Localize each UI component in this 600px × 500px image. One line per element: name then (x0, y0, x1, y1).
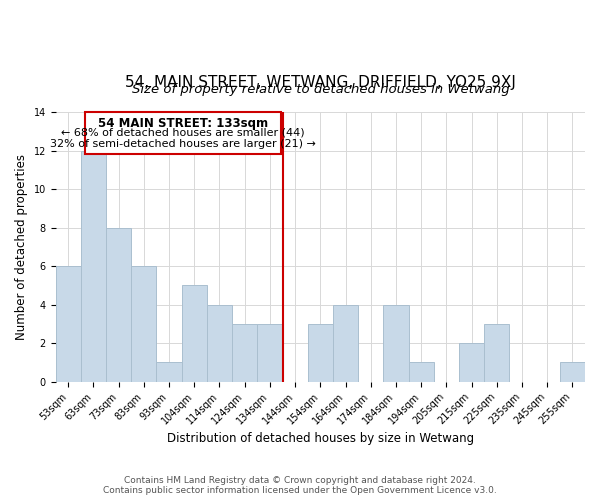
FancyBboxPatch shape (85, 112, 281, 154)
Bar (383, 304, 409, 382)
Text: ← 68% of detached houses are smaller (44): ← 68% of detached houses are smaller (44… (61, 128, 305, 138)
Bar (81, 150, 106, 382)
Bar (182, 286, 207, 382)
Text: 32% of semi-detached houses are larger (21) →: 32% of semi-detached houses are larger (… (50, 139, 316, 149)
Text: Size of property relative to detached houses in Wetwang: Size of property relative to detached ho… (131, 83, 509, 96)
Bar (157, 362, 182, 382)
Text: Contains HM Land Registry data © Crown copyright and database right 2024.
Contai: Contains HM Land Registry data © Crown c… (103, 476, 497, 495)
Bar (333, 304, 358, 382)
Bar (232, 324, 257, 382)
Text: 54 MAIN STREET: 133sqm: 54 MAIN STREET: 133sqm (98, 117, 268, 130)
Y-axis label: Number of detached properties: Number of detached properties (15, 154, 28, 340)
Bar (106, 228, 131, 382)
Bar (308, 324, 333, 382)
Bar (560, 362, 585, 382)
Bar (207, 304, 232, 382)
Bar (56, 266, 81, 382)
Title: 54, MAIN STREET, WETWANG, DRIFFIELD, YO25 9XJ: 54, MAIN STREET, WETWANG, DRIFFIELD, YO2… (125, 75, 516, 90)
Bar (131, 266, 157, 382)
Bar (409, 362, 434, 382)
Bar (257, 324, 283, 382)
Bar (484, 324, 509, 382)
X-axis label: Distribution of detached houses by size in Wetwang: Distribution of detached houses by size … (167, 432, 474, 445)
Bar (459, 343, 484, 382)
